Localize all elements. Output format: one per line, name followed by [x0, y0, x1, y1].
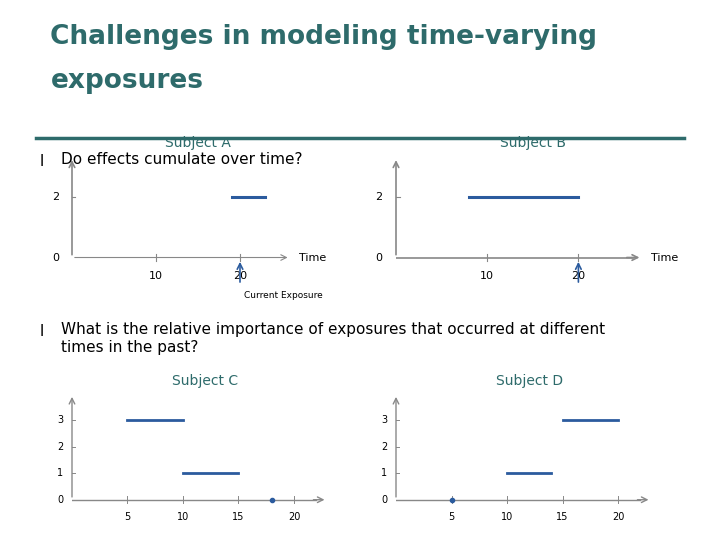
Text: 0: 0: [57, 495, 63, 505]
Text: Do effects cumulate over time?: Do effects cumulate over time?: [61, 152, 302, 167]
Text: 3: 3: [57, 415, 63, 426]
Text: 2: 2: [381, 442, 387, 452]
Text: 20: 20: [288, 511, 300, 522]
Title: Subject C: Subject C: [172, 374, 238, 388]
Text: 20: 20: [572, 271, 585, 281]
Text: 15: 15: [233, 511, 245, 522]
Text: 5: 5: [449, 511, 454, 522]
Text: 1: 1: [381, 468, 387, 478]
Text: 20: 20: [612, 511, 624, 522]
Text: 0: 0: [53, 253, 60, 262]
Text: Time: Time: [652, 253, 679, 262]
Title: Subject B: Subject B: [500, 136, 566, 150]
Text: Current Exposure: Current Exposure: [244, 291, 323, 300]
Text: l: l: [40, 154, 44, 169]
Text: 15: 15: [557, 511, 569, 522]
Text: 2: 2: [375, 192, 382, 202]
Text: 1: 1: [57, 468, 63, 478]
Title: Subject D: Subject D: [495, 374, 563, 388]
Text: 0: 0: [375, 253, 382, 262]
Text: 2: 2: [57, 442, 63, 452]
Title: Subject A: Subject A: [165, 136, 231, 150]
Text: 10: 10: [501, 511, 513, 522]
Text: What is the relative importance of exposures that occurred at different
times in: What is the relative importance of expos…: [61, 322, 606, 355]
Text: 20: 20: [233, 271, 247, 281]
Text: Time: Time: [299, 253, 326, 262]
Text: 3: 3: [381, 415, 387, 426]
Text: 0: 0: [381, 495, 387, 505]
Text: 10: 10: [480, 271, 494, 281]
Text: 5: 5: [125, 511, 130, 522]
Text: 2: 2: [53, 192, 60, 202]
Text: exposures: exposures: [50, 68, 204, 93]
Text: 10: 10: [149, 271, 163, 281]
Text: l: l: [40, 324, 44, 339]
Text: 10: 10: [177, 511, 189, 522]
Text: Challenges in modeling time-varying: Challenges in modeling time-varying: [50, 24, 598, 50]
